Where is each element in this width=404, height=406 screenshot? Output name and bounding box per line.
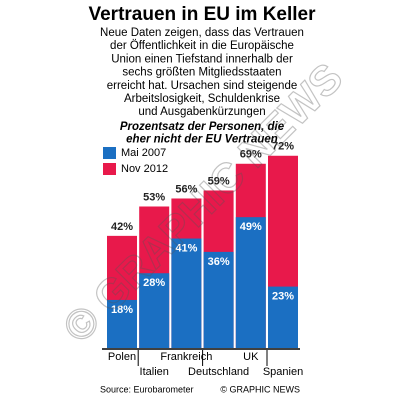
legend-swatch — [103, 163, 116, 175]
bar — [139, 273, 170, 348]
axis-label: eher nicht der EU Vertrauen — [126, 134, 278, 146]
x-tick-label: Italien — [140, 366, 169, 378]
subtitle: der Öffentlichkeit in die Europäische — [110, 40, 294, 52]
subtitle: Union einen Tiefstand innerhalb der — [111, 53, 293, 65]
value-label: 23% — [272, 290, 294, 302]
value-label: 28% — [143, 277, 165, 289]
value-label: 41% — [175, 242, 197, 254]
legend-swatch — [103, 147, 116, 159]
value-label: 56% — [175, 183, 197, 195]
subtitle: Arbeitslosigkeit, Schuldenkrise — [124, 93, 280, 105]
legend-label: Mai 2007 — [121, 147, 166, 159]
value-label: 18% — [111, 304, 133, 316]
subtitle: sechs größten Mitgliedsstaaten — [122, 67, 281, 79]
value-label: 72% — [272, 141, 294, 153]
subtitle: erreicht hat. Ursachen sind steigende — [107, 80, 298, 92]
x-tick-label: Frankreich — [160, 351, 212, 363]
legend-label: Nov 2012 — [121, 163, 168, 175]
axis-label: Prozentsatz der Personen, die — [120, 121, 285, 133]
source: Source: Eurobarometer — [100, 384, 194, 394]
chart-title: Vertrauen in EU im Keller — [88, 4, 316, 25]
subtitle: Neue Daten zeigen, dass das Vertrauen — [100, 27, 304, 39]
bar — [203, 251, 234, 348]
value-label: 59% — [208, 175, 230, 187]
value-label: 49% — [240, 221, 262, 233]
value-label: 53% — [143, 191, 165, 203]
x-tick-label: Polen — [108, 351, 136, 363]
bar — [107, 299, 137, 348]
value-label: 36% — [208, 256, 230, 268]
credit: © GRAPHIC NEWS — [220, 384, 300, 394]
bar — [235, 217, 266, 348]
bar — [268, 286, 298, 348]
value-label: 42% — [111, 221, 133, 233]
x-tick-label: Spanien — [263, 366, 303, 378]
value-label: 69% — [240, 149, 262, 161]
subtitle: und Ausgabenkürzungen — [138, 106, 265, 118]
x-tick-label: Deutschland — [188, 366, 249, 378]
bar — [171, 238, 202, 348]
x-tick-label: UK — [243, 351, 259, 363]
